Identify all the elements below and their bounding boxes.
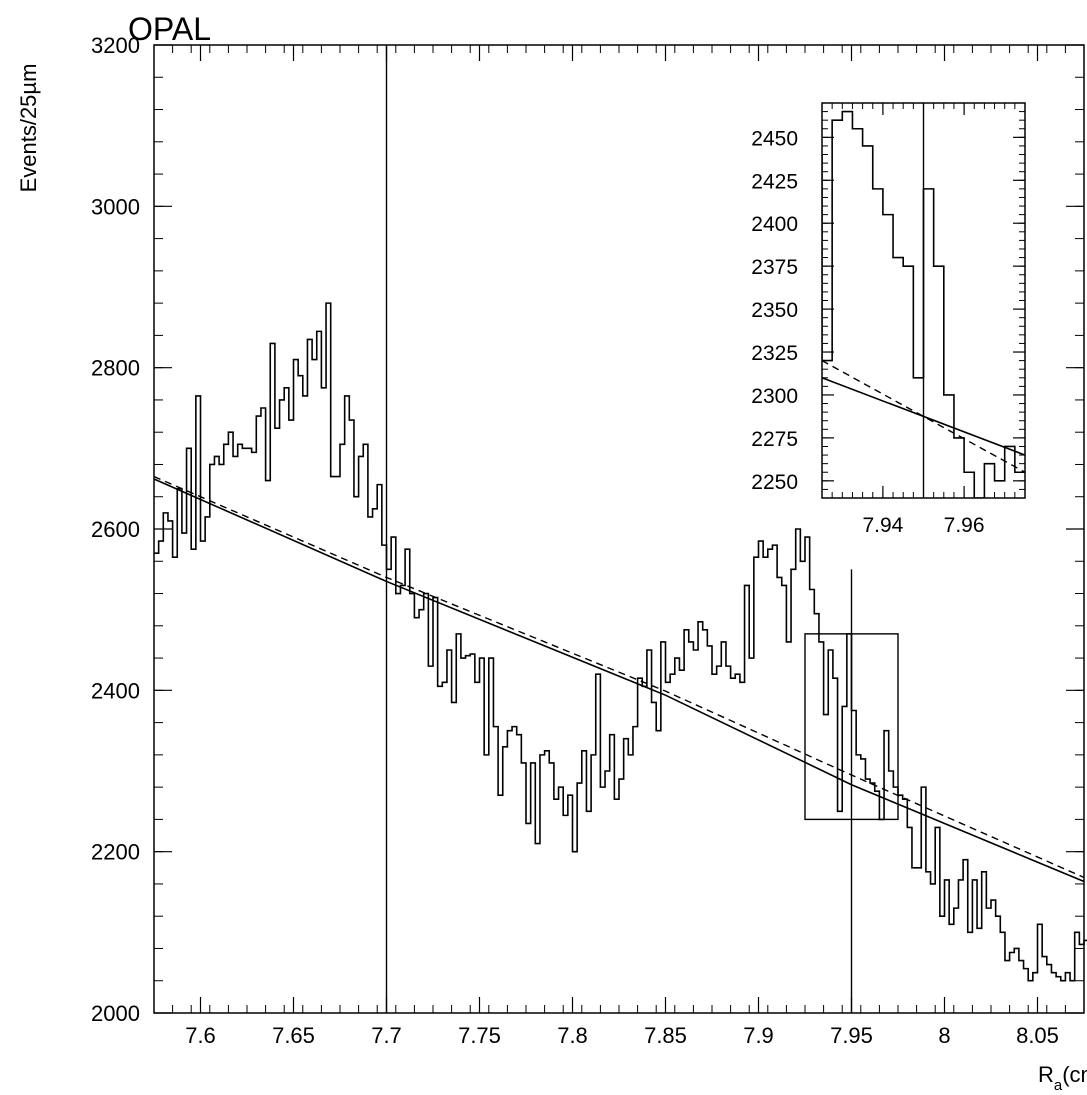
x-tick-label: 7.75: [458, 1023, 501, 1048]
x-tick-label: 7.6: [185, 1023, 216, 1048]
x-tick-label: 7.8: [557, 1023, 588, 1048]
inset-plot: 7.94 7.96 2250 2275 2300 2325 2350 2375 2400 2425…: [751, 102, 1026, 537]
solid-fit-line: [153, 478, 1085, 883]
inset-y-tick-label: 2400: [751, 213, 798, 236]
x-tick-label: 8.05: [1016, 1023, 1059, 1048]
main-plot: 7.6 7.65 7.7 7.75 7.8 7.85 7.9 7.95 8 8.05 2000 220…: [91, 33, 1087, 1048]
y-tick-label: 2800: [91, 356, 140, 381]
y-tick-label: 2600: [91, 517, 140, 542]
x-axis-title: Ra(cm): [1038, 1062, 1087, 1094]
inset-content: [822, 103, 1025, 498]
y-tick-label: 3000: [91, 194, 140, 219]
inset-y-tick-label: 2325: [751, 342, 798, 365]
x-tick-label: 7.85: [644, 1023, 687, 1048]
inset-histogram-series: [822, 110, 1025, 498]
experiment-label: OPAL: [128, 11, 211, 47]
histogram-series: [154, 302, 1087, 982]
inset-y-tick-label: 2350: [751, 299, 798, 322]
inset-x-tick-label: 7.94: [862, 514, 903, 537]
x-tick-label: 7.7: [371, 1023, 402, 1048]
x-tick-label: 7.9: [743, 1023, 774, 1048]
inset-y-tick-label: 2275: [751, 428, 798, 451]
y-tick-label: 2400: [91, 678, 140, 703]
dashed-fit-line: [153, 475, 1085, 879]
inset-y-tick-label: 2250: [751, 471, 798, 494]
y-tick-label: 3200: [91, 33, 140, 58]
x-tick-label: 7.65: [272, 1023, 315, 1048]
inset-y-tick-label: 2300: [751, 385, 798, 408]
y-axis-title: Events/25µm: [16, 64, 41, 193]
y-tick-label: 2000: [91, 1001, 140, 1026]
inset-y-tick-label: 2425: [751, 170, 798, 193]
inset-y-tick-label: 2375: [751, 256, 798, 279]
x-tick-label: 8: [938, 1023, 950, 1048]
zoom-region-box: [804, 633, 899, 821]
y-tick-label: 2200: [91, 840, 140, 865]
x-tick-label: 7.95: [830, 1023, 873, 1048]
inset-y-tick-label: 2450: [751, 127, 798, 150]
inset-x-tick-label: 7.96: [944, 514, 985, 537]
inset-dashed-fit-line: [822, 359, 1025, 473]
